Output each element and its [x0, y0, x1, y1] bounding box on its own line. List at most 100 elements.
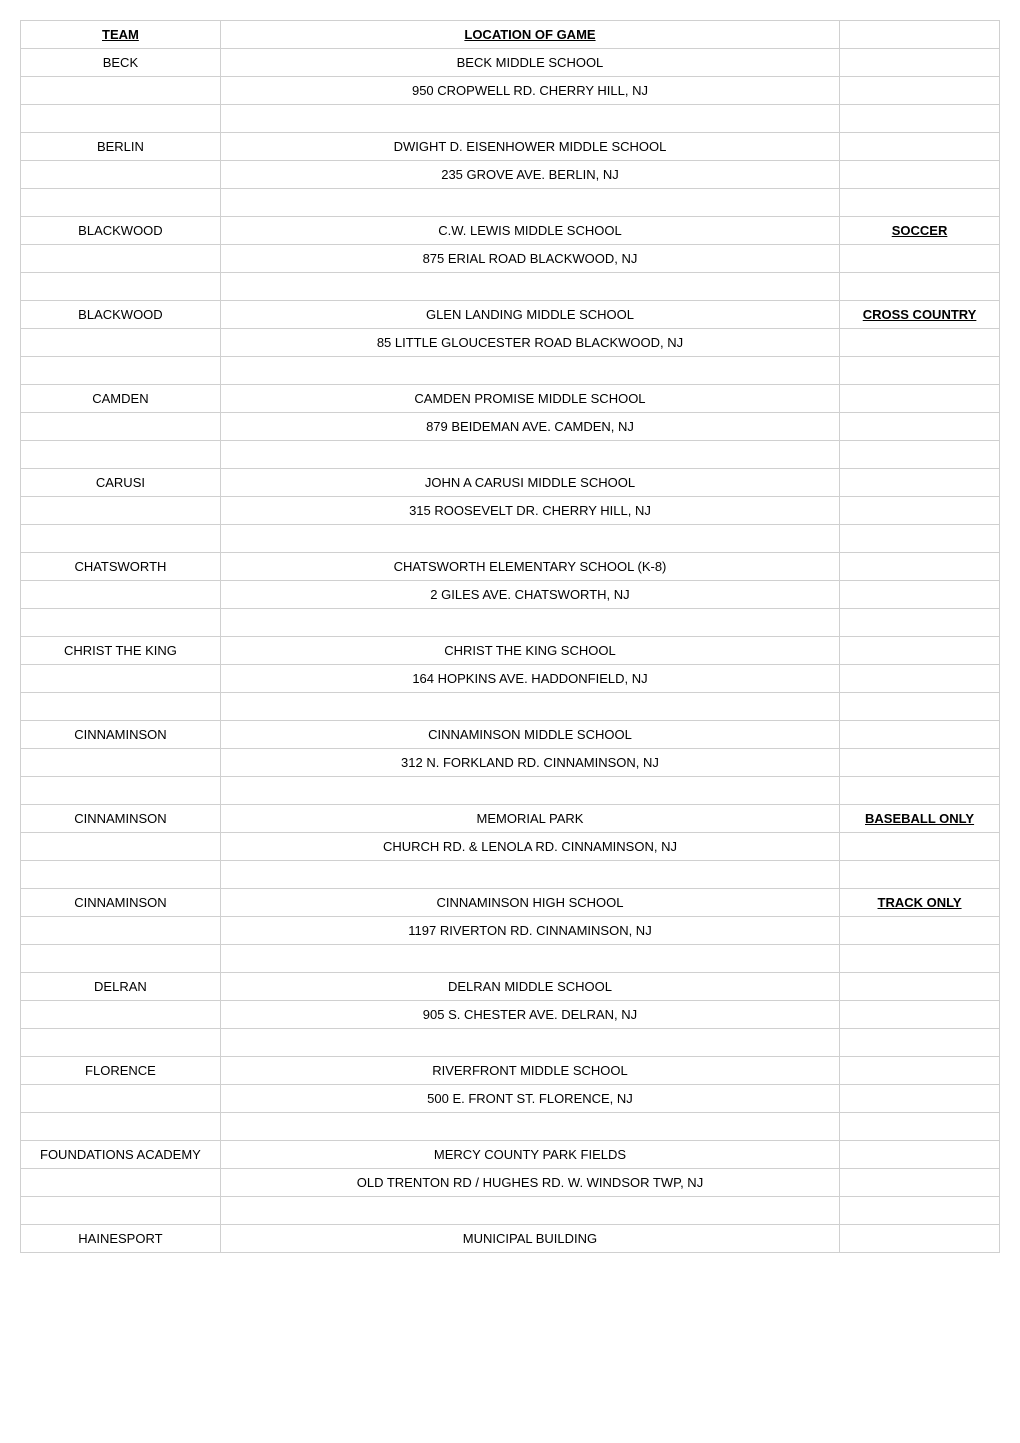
blank-cell [220, 609, 839, 637]
note-cell [840, 1085, 1000, 1113]
blank-cell [840, 693, 1000, 721]
table-row [21, 189, 1000, 217]
blank-cell [840, 1113, 1000, 1141]
note-cell [840, 721, 1000, 749]
team-cell [21, 161, 221, 189]
table-row: 950 CROPWELL RD. CHERRY HILL, NJ [21, 77, 1000, 105]
team-cell [21, 917, 221, 945]
location-cell: 235 GROVE AVE. BERLIN, NJ [220, 161, 839, 189]
location-cell: C.W. LEWIS MIDDLE SCHOOL [220, 217, 839, 245]
note-cell [840, 973, 1000, 1001]
note-cell [840, 917, 1000, 945]
location-cell: CAMDEN PROMISE MIDDLE SCHOOL [220, 385, 839, 413]
note-cell [840, 161, 1000, 189]
location-cell: DWIGHT D. EISENHOWER MIDDLE SCHOOL [220, 133, 839, 161]
table-row: 312 N. FORKLAND RD. CINNAMINSON, NJ [21, 749, 1000, 777]
table-row: 1197 RIVERTON RD. CINNAMINSON, NJ [21, 917, 1000, 945]
blank-cell [840, 105, 1000, 133]
team-cell [21, 581, 221, 609]
location-cell: CHATSWORTH ELEMENTARY SCHOOL (K-8) [220, 553, 839, 581]
table-row: OLD TRENTON RD / HUGHES RD. W. WINDSOR T… [21, 1169, 1000, 1197]
note-cell [840, 133, 1000, 161]
location-cell: 2 GILES AVE. CHATSWORTH, NJ [220, 581, 839, 609]
blank-cell [21, 1113, 221, 1141]
team-cell [21, 1085, 221, 1113]
note-cell [840, 1169, 1000, 1197]
location-cell: 905 S. CHESTER AVE. DELRAN, NJ [220, 1001, 839, 1029]
blank-cell [220, 777, 839, 805]
table-row: BLACKWOODGLEN LANDING MIDDLE SCHOOLCROSS… [21, 301, 1000, 329]
table-row [21, 105, 1000, 133]
table-row [21, 693, 1000, 721]
blank-cell [21, 273, 221, 301]
note-cell [840, 49, 1000, 77]
table-row: 315 ROOSEVELT DR. CHERRY HILL, NJ [21, 497, 1000, 525]
location-cell: 1197 RIVERTON RD. CINNAMINSON, NJ [220, 917, 839, 945]
location-cell: CHURCH RD. & LENOLA RD. CINNAMINSON, NJ [220, 833, 839, 861]
note-cell [840, 245, 1000, 273]
location-cell: MEMORIAL PARK [220, 805, 839, 833]
header-team: TEAM [21, 21, 221, 49]
location-cell: MERCY COUNTY PARK FIELDS [220, 1141, 839, 1169]
team-cell: CINNAMINSON [21, 805, 221, 833]
team-cell [21, 833, 221, 861]
table-row: BERLINDWIGHT D. EISENHOWER MIDDLE SCHOOL [21, 133, 1000, 161]
blank-cell [840, 441, 1000, 469]
table-row [21, 1029, 1000, 1057]
table-row [21, 609, 1000, 637]
table-row: 85 LITTLE GLOUCESTER ROAD BLACKWOOD, NJ [21, 329, 1000, 357]
blank-cell [220, 1029, 839, 1057]
team-cell [21, 1001, 221, 1029]
blank-cell [840, 525, 1000, 553]
team-cell [21, 77, 221, 105]
blank-cell [21, 609, 221, 637]
table-row [21, 1113, 1000, 1141]
blank-cell [840, 357, 1000, 385]
location-cell: CINNAMINSON HIGH SCHOOL [220, 889, 839, 917]
location-cell: 879 BEIDEMAN AVE. CAMDEN, NJ [220, 413, 839, 441]
table-row: BECKBECK MIDDLE SCHOOL [21, 49, 1000, 77]
table-row: CHURCH RD. & LENOLA RD. CINNAMINSON, NJ [21, 833, 1000, 861]
location-cell: 312 N. FORKLAND RD. CINNAMINSON, NJ [220, 749, 839, 777]
table-row: BLACKWOODC.W. LEWIS MIDDLE SCHOOLSOCCER [21, 217, 1000, 245]
note-cell: TRACK ONLY [840, 889, 1000, 917]
note-cell [840, 833, 1000, 861]
location-cell: MUNICIPAL BUILDING [220, 1225, 839, 1253]
team-cell [21, 665, 221, 693]
team-cell: DELRAN [21, 973, 221, 1001]
note-cell [840, 413, 1000, 441]
team-cell: FLORENCE [21, 1057, 221, 1085]
note-cell [840, 497, 1000, 525]
note-cell [840, 1141, 1000, 1169]
location-cell: RIVERFRONT MIDDLE SCHOOL [220, 1057, 839, 1085]
location-cell: GLEN LANDING MIDDLE SCHOOL [220, 301, 839, 329]
blank-cell [840, 189, 1000, 217]
team-cell: CINNAMINSON [21, 889, 221, 917]
blank-cell [220, 189, 839, 217]
table-row [21, 945, 1000, 973]
table-row: 905 S. CHESTER AVE. DELRAN, NJ [21, 1001, 1000, 1029]
table-row [21, 441, 1000, 469]
blank-cell [220, 945, 839, 973]
blank-cell [220, 525, 839, 553]
table-row: 879 BEIDEMAN AVE. CAMDEN, NJ [21, 413, 1000, 441]
header-note [840, 21, 1000, 49]
blank-cell [840, 861, 1000, 889]
location-cell: 500 E. FRONT ST. FLORENCE, NJ [220, 1085, 839, 1113]
team-cell [21, 1169, 221, 1197]
table-row: 164 HOPKINS AVE. HADDONFIELD, NJ [21, 665, 1000, 693]
blank-cell [220, 441, 839, 469]
blank-cell [220, 357, 839, 385]
table-row: 2 GILES AVE. CHATSWORTH, NJ [21, 581, 1000, 609]
note-cell [840, 385, 1000, 413]
blank-cell [21, 1029, 221, 1057]
blank-cell [21, 189, 221, 217]
blank-cell [840, 273, 1000, 301]
team-cell: CARUSI [21, 469, 221, 497]
location-cell: CHRIST THE KING SCHOOL [220, 637, 839, 665]
note-cell [840, 581, 1000, 609]
team-cell [21, 413, 221, 441]
location-cell: OLD TRENTON RD / HUGHES RD. W. WINDSOR T… [220, 1169, 839, 1197]
note-cell: SOCCER [840, 217, 1000, 245]
table-row: CINNAMINSONCINNAMINSON HIGH SCHOOLTRACK … [21, 889, 1000, 917]
